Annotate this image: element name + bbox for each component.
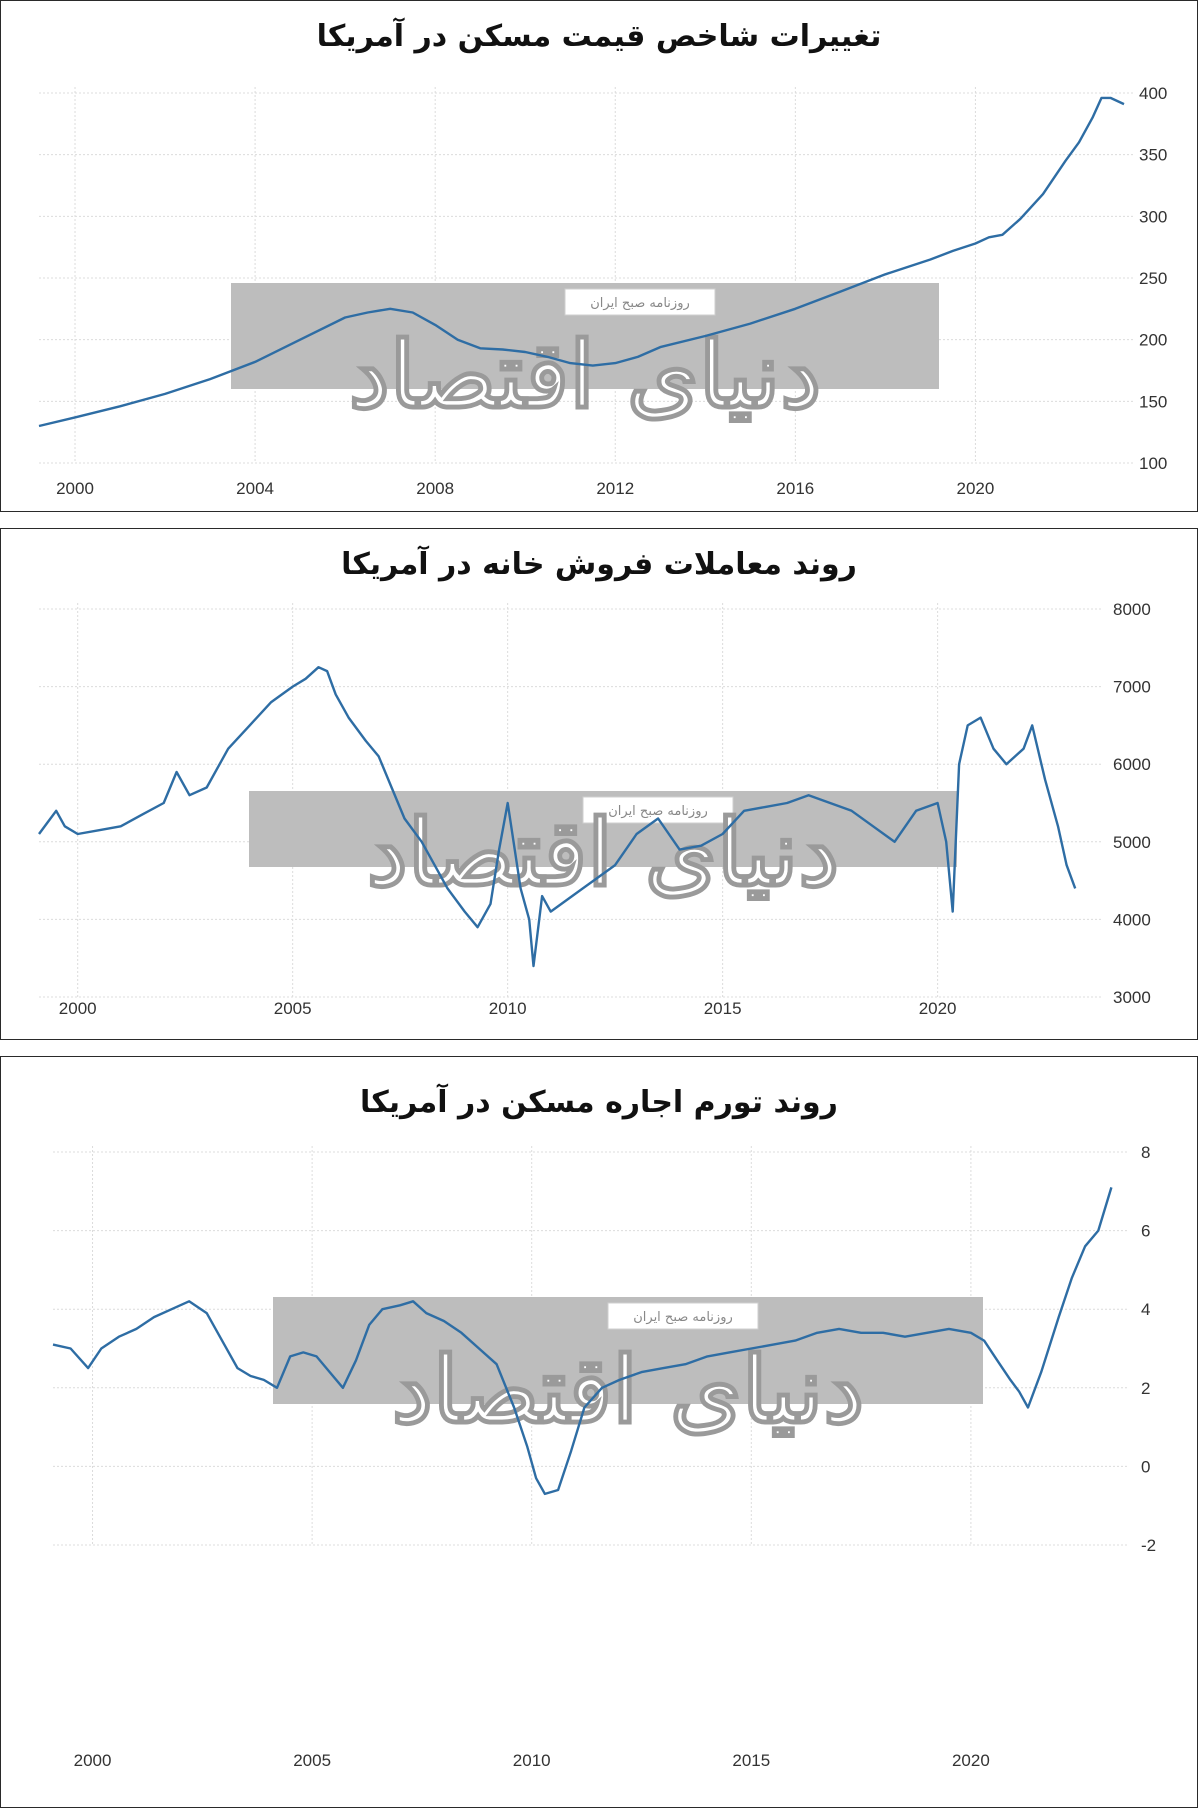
y-tick-label: 250: [1139, 269, 1167, 288]
x-tick-label: 2015: [732, 1751, 770, 1770]
y-tick-label: 7000: [1113, 678, 1151, 697]
series-line-0: [52, 1187, 1113, 1496]
watermark-tagline-box: [607, 1302, 759, 1330]
watermark-logo: دنیای اقتصاد: [349, 321, 822, 429]
chart-title: روند معاملات فروش خانه در آمریکا: [341, 547, 857, 582]
x-tick-label: 2010: [489, 999, 527, 1018]
chart-plot: روزنامه صبح ایران دنیای اقتصاد 2000 2005 201…: [52, 1143, 1156, 1770]
x-tick-label: 2008: [416, 479, 454, 498]
series-line-0: [38, 666, 1077, 968]
y-tick-label: -2: [1141, 1536, 1156, 1555]
x-tick-label: 2000: [59, 999, 97, 1018]
chart-panel-house-price-index: تغییرات شاخص قیمت مسکن در آمریکا روزنامه…: [0, 0, 1198, 512]
x-tick-label: 2005: [293, 1751, 331, 1770]
y-tick-label: 8: [1141, 1143, 1150, 1162]
y-tick-label: 2: [1141, 1379, 1150, 1398]
y-tick-label: 6: [1141, 1222, 1150, 1241]
x-tick-label: 2000: [74, 1751, 112, 1770]
x-tick-label: 2016: [776, 479, 814, 498]
x-tick-label: 2000: [56, 479, 94, 498]
x-tick-label: 2004: [236, 479, 274, 498]
x-tick-label: 2020: [957, 479, 995, 498]
watermark-logo: دنیای اقتصاد: [367, 799, 840, 907]
watermark-tagline: روزنامه صبح ایران: [608, 804, 708, 819]
y-tick-label: 400: [1139, 84, 1167, 103]
chart-title: تغییرات شاخص قیمت مسکن در آمریکا: [316, 19, 882, 54]
y-tick-label: 5000: [1113, 833, 1151, 852]
series-line-0: [38, 96, 1125, 428]
y-tick-label: 6000: [1113, 755, 1151, 774]
chart-plot: روزنامه صبح ایران دنیای اقتصاد 2000 2004 200…: [38, 84, 1167, 498]
x-tick-label: 2010: [513, 1751, 551, 1770]
chart-title: روند تورم اجاره مسکن در آمریکا: [360, 1085, 838, 1120]
x-tick-label: 2012: [596, 479, 634, 498]
watermark-logo: دنیای اقتصاد: [392, 1336, 865, 1444]
x-tick-label: 2020: [919, 999, 957, 1018]
y-tick-label: 0: [1141, 1457, 1150, 1476]
x-tick-label: 2020: [952, 1751, 990, 1770]
x-tick-label: 2005: [274, 999, 312, 1018]
x-tick-label: 2015: [704, 999, 742, 1018]
chart-panel-home-sales: روند معاملات فروش خانه در آمریکا روزنامه…: [0, 528, 1198, 1040]
y-tick-label: 8000: [1113, 600, 1151, 619]
y-tick-label: 4: [1141, 1300, 1150, 1319]
y-tick-label: 4000: [1113, 910, 1151, 929]
chart-panel-rent-inflation: روند تورم اجاره مسکن در آمریکا روزنامه ص…: [0, 1056, 1198, 1808]
y-tick-label: 150: [1139, 392, 1167, 411]
y-tick-label: 350: [1139, 146, 1167, 165]
watermark-tagline-box: [564, 288, 716, 316]
y-tick-label: 3000: [1113, 988, 1151, 1007]
watermark-tagline: روزنامه صبح ایران: [633, 1310, 733, 1325]
y-tick-label: 300: [1139, 207, 1167, 226]
y-tick-label: 200: [1139, 331, 1167, 350]
watermark-tagline: روزنامه صبح ایران: [590, 296, 690, 311]
y-tick-label: 100: [1139, 454, 1167, 473]
